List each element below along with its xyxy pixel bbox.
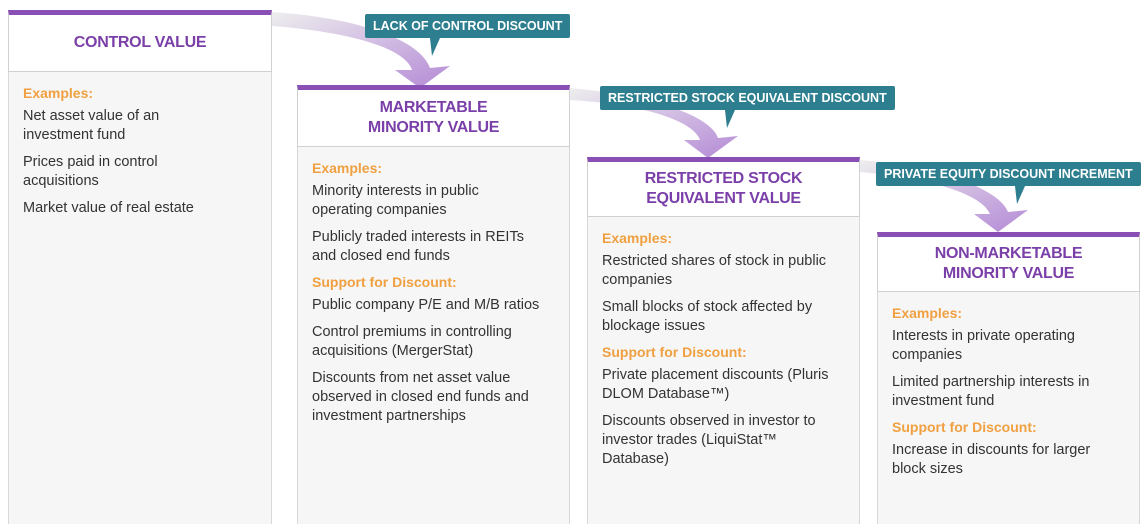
- list-item: Private placement discounts (Pluris DLOM…: [602, 367, 829, 402]
- section-heading: Examples:: [892, 305, 963, 321]
- column-title: NON-MARKETABLE MINORITY VALUE: [877, 232, 1140, 292]
- list-item: Interests in private operating companies: [892, 328, 1075, 363]
- list-item: Control premiums in controlling acquisit…: [312, 324, 512, 359]
- column-body: Examples: Restricted shares of stock in p…: [587, 215, 860, 524]
- section-heading: Support for Discount:: [892, 419, 1037, 435]
- list-item: Prices paid in control acquisitions: [23, 154, 158, 189]
- column-title: RESTRICTED STOCK EQUIVALENT VALUE: [587, 157, 860, 217]
- column-content: Examples: Restricted shares of stock in p…: [602, 230, 830, 469]
- callout-tail: [725, 110, 735, 128]
- callout-tail: [1015, 186, 1025, 204]
- list-item: Increase in discounts for larger block s…: [892, 442, 1091, 477]
- section-heading: Examples:: [312, 160, 383, 176]
- title-line: RESTRICTED STOCK: [644, 170, 803, 187]
- title-line: EQUIVALENT VALUE: [646, 190, 801, 207]
- column-body: Examples: Net asset value of an investmen…: [8, 70, 272, 524]
- title-line: CONTROL VALUE: [73, 34, 207, 51]
- list-item: Publicly traded interests in REITs and c…: [312, 229, 524, 264]
- section-heading: Support for Discount:: [602, 344, 747, 360]
- arrow: [570, 88, 738, 158]
- list-item: Public company P/E and M/B ratios: [312, 297, 540, 313]
- callout-tail: [430, 38, 440, 56]
- title-line: MARKETABLE: [379, 99, 488, 116]
- list-item: Minority interests in public operating c…: [312, 183, 479, 218]
- list-item: Net asset value of an investment fund: [23, 108, 160, 143]
- section-heading: Examples:: [23, 85, 94, 101]
- list-item: Restricted shares of stock in public com…: [602, 253, 827, 288]
- discount-label: PRIVATE EQUITY DISCOUNT INCREMENT: [876, 162, 1141, 186]
- list-item: Discounts observed in investor to invest…: [602, 413, 816, 467]
- column-body: Examples: Interests in private operating …: [877, 290, 1140, 524]
- section-heading: Support for Discount:: [312, 274, 457, 290]
- column-content: Examples: Interests in private operating …: [892, 305, 1110, 479]
- discount-label: RESTRICTED STOCK EQUIVALENT DISCOUNT: [600, 86, 895, 110]
- section-heading: Examples:: [602, 230, 673, 246]
- arrow: [272, 12, 450, 88]
- column-content: Examples: Minority interests in public op…: [312, 160, 540, 426]
- column-title: MARKETABLE MINORITY VALUE: [297, 85, 570, 147]
- list-item: Limited partnership interests in investm…: [892, 374, 1090, 409]
- title-line: MINORITY VALUE: [942, 265, 1075, 282]
- list-item: Discounts from net asset value observed …: [312, 370, 529, 424]
- discount-label: LACK OF CONTROL DISCOUNT: [365, 14, 571, 38]
- list-item: Market value of real estate: [23, 200, 194, 216]
- arrow: [860, 160, 1028, 232]
- column-content: Examples: Net asset value of an investmen…: [23, 85, 223, 218]
- title-line: NON-MARKETABLE: [934, 245, 1083, 262]
- column-body: Examples: Minority interests in public op…: [297, 145, 570, 524]
- title-line: MINORITY VALUE: [367, 119, 500, 136]
- list-item: Small blocks of stock affected by blocka…: [602, 299, 813, 334]
- column-title: CONTROL VALUE: [8, 10, 272, 72]
